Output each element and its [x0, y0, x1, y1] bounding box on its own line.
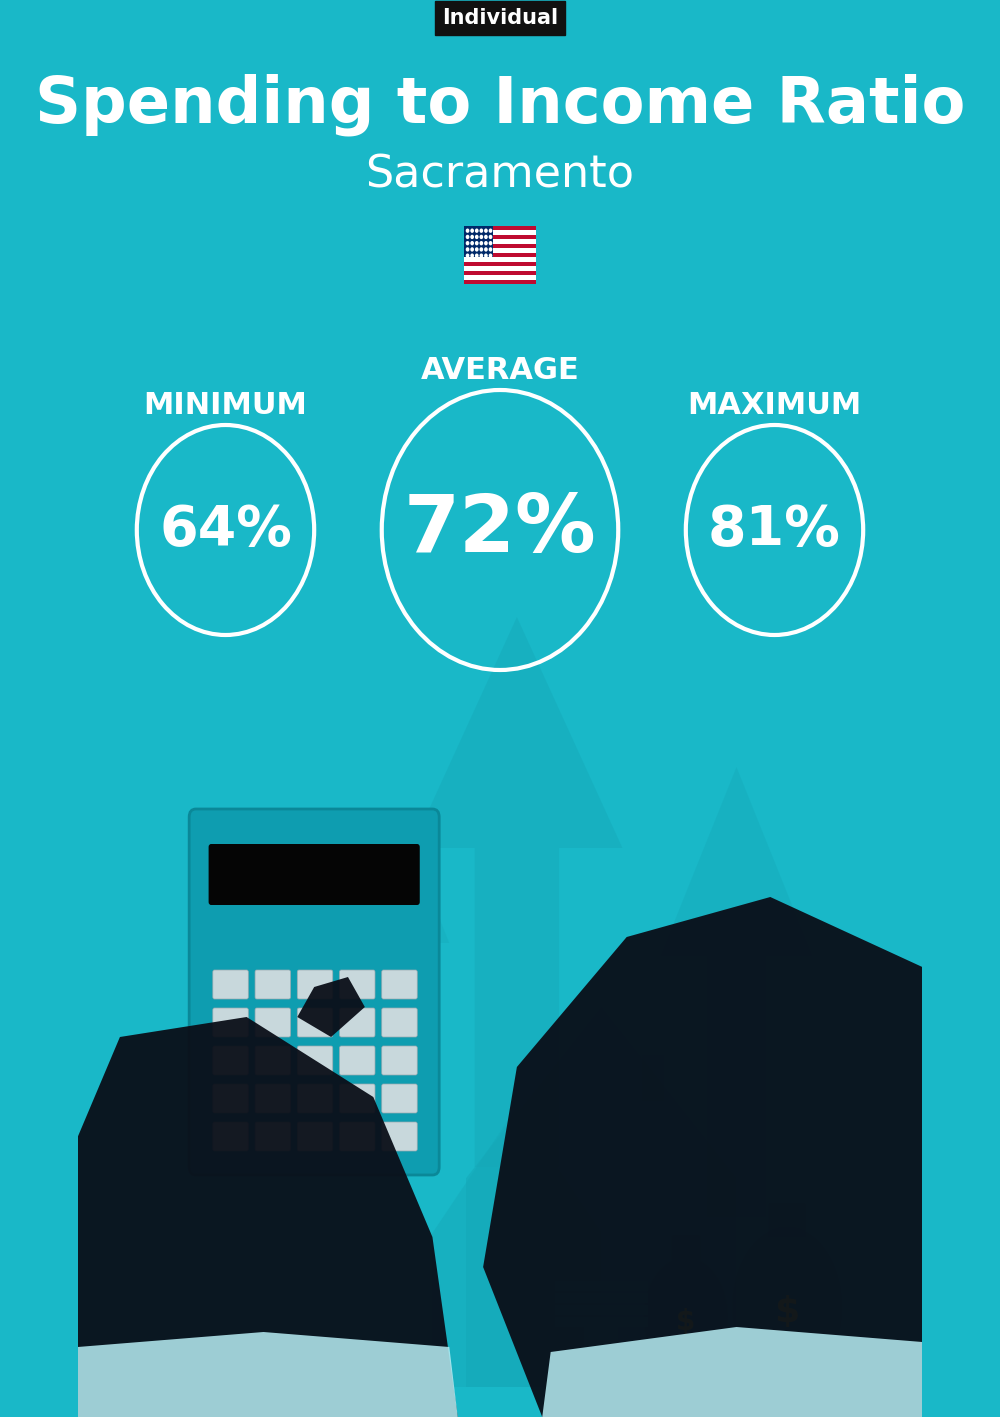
FancyBboxPatch shape — [213, 1084, 248, 1112]
FancyBboxPatch shape — [297, 1007, 333, 1037]
FancyBboxPatch shape — [340, 1122, 375, 1151]
FancyBboxPatch shape — [464, 225, 493, 258]
Circle shape — [475, 254, 479, 258]
FancyBboxPatch shape — [255, 1007, 291, 1037]
Circle shape — [484, 247, 488, 252]
Circle shape — [479, 247, 483, 252]
FancyBboxPatch shape — [213, 971, 248, 999]
FancyBboxPatch shape — [340, 1007, 375, 1037]
Circle shape — [470, 241, 474, 245]
Circle shape — [475, 228, 479, 232]
FancyBboxPatch shape — [671, 1236, 700, 1264]
FancyBboxPatch shape — [213, 1046, 248, 1076]
Circle shape — [470, 254, 474, 258]
FancyBboxPatch shape — [382, 1007, 417, 1037]
Circle shape — [484, 241, 488, 245]
Text: Sacramento: Sacramento — [366, 153, 635, 197]
FancyBboxPatch shape — [555, 1292, 648, 1304]
FancyBboxPatch shape — [297, 971, 333, 999]
Circle shape — [475, 235, 479, 239]
FancyBboxPatch shape — [255, 1122, 291, 1151]
Circle shape — [489, 254, 492, 258]
FancyBboxPatch shape — [464, 248, 536, 252]
Ellipse shape — [644, 1257, 728, 1377]
Text: MAXIMUM: MAXIMUM — [687, 391, 862, 419]
Text: 64%: 64% — [159, 503, 292, 557]
Circle shape — [479, 228, 483, 232]
FancyBboxPatch shape — [466, 1178, 736, 1387]
Text: Spending to Income Ratio: Spending to Income Ratio — [35, 74, 965, 136]
Text: AVERAGE: AVERAGE — [421, 356, 579, 384]
Circle shape — [475, 241, 479, 245]
FancyBboxPatch shape — [382, 1084, 417, 1112]
Circle shape — [484, 228, 488, 232]
FancyBboxPatch shape — [255, 1084, 291, 1112]
Polygon shape — [542, 1326, 922, 1417]
FancyBboxPatch shape — [213, 1007, 248, 1037]
FancyBboxPatch shape — [464, 266, 536, 271]
Polygon shape — [78, 1017, 458, 1417]
Text: Individual: Individual — [442, 9, 558, 28]
FancyBboxPatch shape — [255, 1046, 291, 1076]
FancyBboxPatch shape — [189, 809, 439, 1175]
Text: MINIMUM: MINIMUM — [144, 391, 307, 419]
Circle shape — [489, 235, 492, 239]
FancyBboxPatch shape — [464, 225, 536, 283]
FancyBboxPatch shape — [255, 971, 291, 999]
Circle shape — [484, 235, 488, 239]
Circle shape — [479, 241, 483, 245]
Polygon shape — [297, 976, 365, 1037]
Circle shape — [466, 254, 469, 258]
FancyBboxPatch shape — [584, 1316, 618, 1387]
Polygon shape — [483, 897, 922, 1417]
FancyBboxPatch shape — [340, 1084, 375, 1112]
Ellipse shape — [732, 1227, 842, 1387]
Text: $: $ — [676, 1308, 695, 1336]
Circle shape — [466, 247, 469, 252]
Polygon shape — [348, 818, 449, 1117]
FancyBboxPatch shape — [297, 1084, 333, 1112]
FancyBboxPatch shape — [542, 1142, 556, 1176]
FancyBboxPatch shape — [555, 1316, 648, 1326]
Circle shape — [484, 254, 488, 258]
FancyBboxPatch shape — [555, 1305, 648, 1315]
FancyBboxPatch shape — [382, 1046, 417, 1076]
Circle shape — [470, 228, 474, 232]
Text: $: $ — [775, 1295, 800, 1329]
Text: 81%: 81% — [708, 503, 841, 557]
FancyBboxPatch shape — [209, 845, 420, 905]
FancyBboxPatch shape — [340, 971, 375, 999]
Circle shape — [466, 235, 469, 239]
Circle shape — [466, 241, 469, 245]
Text: 72%: 72% — [404, 492, 596, 570]
Circle shape — [470, 235, 474, 239]
FancyBboxPatch shape — [769, 1203, 806, 1237]
FancyBboxPatch shape — [464, 258, 536, 262]
Circle shape — [466, 228, 469, 232]
Polygon shape — [660, 767, 813, 1217]
FancyBboxPatch shape — [340, 1046, 375, 1076]
FancyBboxPatch shape — [555, 1281, 648, 1291]
FancyBboxPatch shape — [642, 1056, 664, 1101]
Circle shape — [489, 241, 492, 245]
Polygon shape — [411, 616, 622, 1168]
FancyBboxPatch shape — [297, 1122, 333, 1151]
Polygon shape — [466, 1007, 736, 1178]
Circle shape — [489, 228, 492, 232]
Circle shape — [479, 235, 483, 239]
FancyBboxPatch shape — [297, 1046, 333, 1076]
Circle shape — [475, 247, 479, 252]
Circle shape — [489, 247, 492, 252]
FancyBboxPatch shape — [382, 971, 417, 999]
Circle shape — [470, 247, 474, 252]
FancyBboxPatch shape — [464, 231, 536, 235]
FancyBboxPatch shape — [464, 239, 536, 244]
Circle shape — [479, 254, 483, 258]
FancyBboxPatch shape — [432, 1233, 601, 1387]
FancyBboxPatch shape — [213, 1122, 248, 1151]
FancyBboxPatch shape — [464, 275, 536, 279]
FancyBboxPatch shape — [382, 1122, 417, 1151]
Polygon shape — [432, 1107, 601, 1233]
Polygon shape — [78, 1332, 458, 1417]
